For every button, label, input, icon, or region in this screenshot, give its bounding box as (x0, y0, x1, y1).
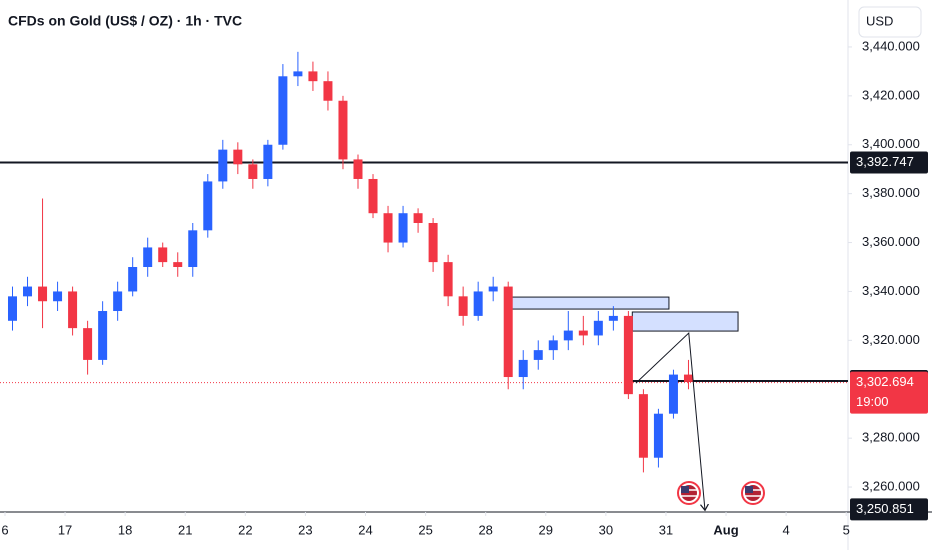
y-tick-label: 3,320.000 (862, 332, 920, 347)
candle-body (473, 291, 483, 316)
candle-body (23, 286, 33, 297)
price-label-bg (850, 498, 928, 521)
candle-body (548, 340, 558, 351)
candle-body (578, 330, 588, 336)
candle-body (278, 76, 288, 145)
x-tick-label: 17 (58, 522, 72, 537)
candle-body (53, 291, 63, 302)
candle-body (683, 374, 693, 382)
x-tick-label: 29 (539, 522, 553, 537)
candle-body (668, 374, 678, 414)
candle-body (353, 159, 363, 179)
price-label-bg (850, 151, 928, 174)
candle-body (248, 164, 258, 179)
zone (631, 311, 739, 332)
candle-body (128, 267, 138, 292)
candle-body (383, 213, 393, 243)
price-label: 3,302.694 (856, 374, 914, 389)
candle-body (488, 286, 498, 292)
x-tick-label: 28 (478, 522, 492, 537)
x-tick-label: 5 (843, 522, 850, 537)
candle-body (143, 247, 153, 268)
candle-body (113, 291, 123, 312)
price-label: 3,392.747 (856, 154, 914, 169)
candle-body (533, 350, 543, 360)
price-label: 3,250.851 (856, 501, 914, 516)
candle-body (38, 286, 48, 302)
candle-body (83, 328, 93, 360)
candle-body (638, 394, 648, 458)
y-tick-label: 3,440.000 (862, 38, 920, 53)
candle-body (323, 81, 333, 101)
x-tick-label: 23 (298, 522, 312, 537)
y-tick-label: 3,260.000 (862, 478, 920, 493)
x-tick-label: 21 (178, 522, 192, 537)
x-tick-label: 18 (118, 522, 132, 537)
candle-body (338, 100, 348, 160)
zone (509, 296, 670, 310)
event-icon[interactable] (677, 481, 701, 505)
countdown: 19:00 (856, 394, 889, 409)
candle-body (623, 315, 633, 395)
candle-body (68, 291, 78, 329)
candle-body (563, 330, 573, 341)
y-tick-label: 3,340.000 (862, 283, 920, 298)
chart-title: CFDs on Gold (US$ / OZ) · 1h · TVC (8, 13, 242, 29)
x-tick-label: 4 (782, 522, 789, 537)
currency[interactable]: USD (866, 13, 893, 28)
x-tick-label: 31 (659, 522, 673, 537)
candle-body (233, 149, 243, 165)
candle-body (413, 213, 423, 223)
candle-body (98, 311, 108, 360)
candle-body (368, 178, 378, 214)
x-tick-label: 6 (1, 522, 8, 537)
x-tick-label: Aug (713, 522, 738, 537)
candle-body (203, 181, 213, 231)
y-tick-label: 3,380.000 (862, 185, 920, 200)
y-tick-label: 3,400.000 (862, 136, 920, 151)
x-tick-label: 30 (599, 522, 613, 537)
candle-body (218, 149, 228, 182)
candle-body (503, 286, 513, 378)
candle-body (428, 222, 438, 263)
price-label-bg (850, 371, 928, 414)
event-icon[interactable] (741, 481, 765, 505)
candle-body (398, 213, 408, 243)
candle-body (263, 144, 273, 179)
candle-body (593, 320, 603, 336)
candle-body (188, 230, 198, 268)
candle-body (518, 359, 528, 378)
candle-body (653, 413, 663, 458)
x-tick-label: 22 (238, 522, 252, 537)
candle-body (308, 71, 318, 82)
candle-body (608, 315, 618, 321)
x-tick-label: 24 (358, 522, 372, 537)
y-tick-label: 3,420.000 (862, 87, 920, 102)
arrow (635, 331, 705, 510)
candle-body (7, 296, 17, 321)
candle-body (158, 247, 168, 263)
currency-button[interactable] (858, 6, 922, 38)
candle-body (173, 262, 183, 268)
candle-body (293, 71, 303, 77)
candle-body (458, 296, 468, 316)
candle-body (443, 262, 453, 297)
y-tick-label: 3,360.000 (862, 234, 920, 249)
x-tick-label: 25 (418, 522, 432, 537)
y-tick-label: 3,280.000 (862, 430, 920, 445)
